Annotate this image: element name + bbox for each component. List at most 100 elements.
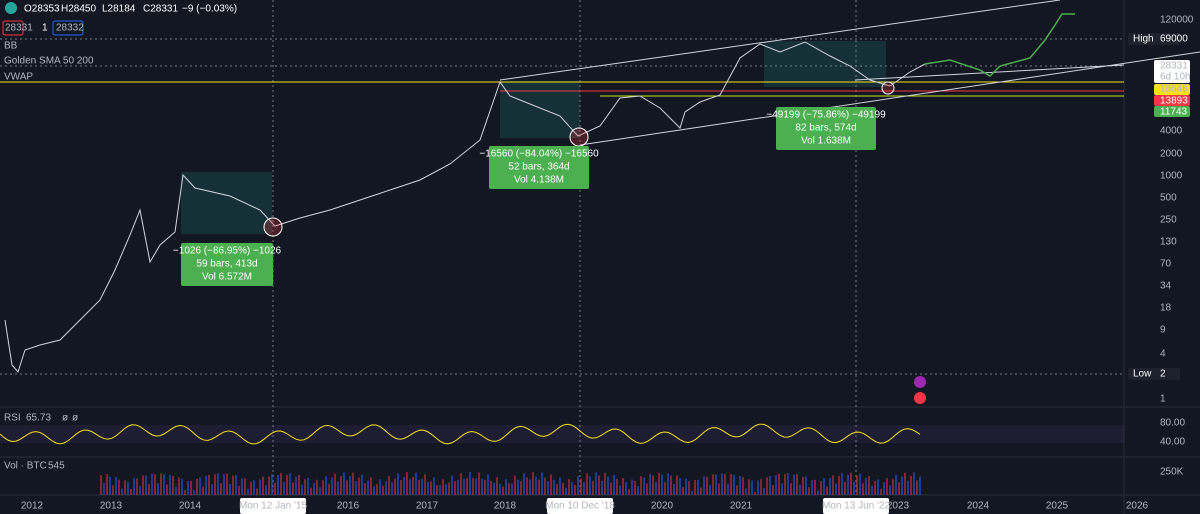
volume-bar [154,474,156,495]
volume-bar [109,476,111,495]
sell-price[interactable]: 28331 [5,23,33,34]
rsi-param: ø [62,413,68,424]
forecast-line [924,13,1075,77]
volume-bar [736,485,738,495]
volume-bar [301,484,303,495]
volume-bar [523,473,525,495]
volume-bar [622,478,624,495]
time-tick-label: 2021 [730,501,753,512]
markers [263,81,895,237]
volume-bar [574,484,576,495]
countdown: 6d 10h [1160,72,1191,83]
volume-bar [217,473,219,495]
volume-bar [445,484,447,495]
volume-bar [466,478,468,495]
volume-bar [463,478,465,495]
volume-bar [304,479,306,495]
rsi-param: ø [72,413,78,424]
volume-bar [670,475,672,495]
volume-bar [307,477,309,495]
volume-bar [409,479,411,495]
volume-bar [376,483,378,495]
volume-bar [874,481,876,495]
volume-bar [130,489,132,495]
volume-bar [907,480,909,495]
volume-bar [757,480,759,495]
volume-bar [250,481,252,495]
volume-bar [187,481,189,495]
volume-bar [286,474,288,495]
volume-bar [487,474,489,495]
volume-bar [514,475,516,495]
volume-bar [190,480,192,495]
change-value: −9 (−0.03%) [182,4,237,15]
volume-bar [718,483,720,495]
volume-bar [721,473,723,495]
time-tick-label: 2016 [337,501,360,512]
volume-bar [664,482,666,495]
price-tick-label: 70 [1160,259,1172,270]
volume-bar [697,479,699,495]
label-box [776,107,876,150]
volume-bar [220,483,222,495]
volume-bar [142,475,144,495]
price-tick-label: 1 [1160,394,1166,405]
volume-bar [433,477,435,495]
volume-bar [658,472,660,495]
volume-bar [193,490,195,495]
volume-bar [520,480,522,495]
volume-bar [349,475,351,495]
volume-bar [826,486,828,495]
volume-bar [256,488,258,495]
volume-bar [106,474,108,495]
volume-bar [481,478,483,495]
volume-bar [616,478,618,495]
volume-bar [916,480,918,495]
volume-bar [778,473,780,495]
volume-bar [685,478,687,495]
price-tick-label: 500 [1160,193,1177,204]
volume-bar [208,474,210,495]
buy-price[interactable]: 28332 [56,23,84,34]
volume-bar [334,473,336,495]
price-tick-label: 130 [1160,237,1177,248]
volume-bar [367,480,369,495]
volume-bar [172,475,174,495]
volume-bar [592,480,594,495]
volume-bar [493,482,495,495]
volume-bar [808,487,810,495]
volume-bar [532,472,534,495]
volume-bar [709,484,711,495]
volume-bar [889,485,891,495]
volume-bar [577,475,579,495]
volume-bar [631,479,633,495]
volume-bar [739,476,741,495]
volume-bar [895,474,897,495]
volume-bar [634,480,636,495]
volume-bar [160,473,162,495]
volume-bar [436,485,438,495]
volume-bar [502,486,504,495]
volume-bar [694,479,696,495]
volume-bar [124,480,126,495]
volume-bar [619,485,621,495]
volume-bar [547,481,549,495]
volume-bar [607,476,609,495]
volume-bar [892,478,894,495]
label-box [2,20,24,36]
volume-bar [361,474,363,495]
crosshair-date: Mon 10 Dec '18 [545,501,615,512]
volume-bar [400,480,402,495]
volume-bar [835,483,837,495]
volume-bar [763,488,765,495]
volume-bar [484,479,486,495]
volume-bar [562,482,564,495]
quantity: 1 [42,23,48,34]
volume-bar [229,483,231,495]
volume-bar [742,477,744,495]
volume-bar [244,478,246,495]
volume-bars [100,472,921,495]
volume-bar [394,478,396,495]
crosshair-date: Mon 13 Jun '22 [822,501,891,512]
volume-bar [790,483,792,495]
